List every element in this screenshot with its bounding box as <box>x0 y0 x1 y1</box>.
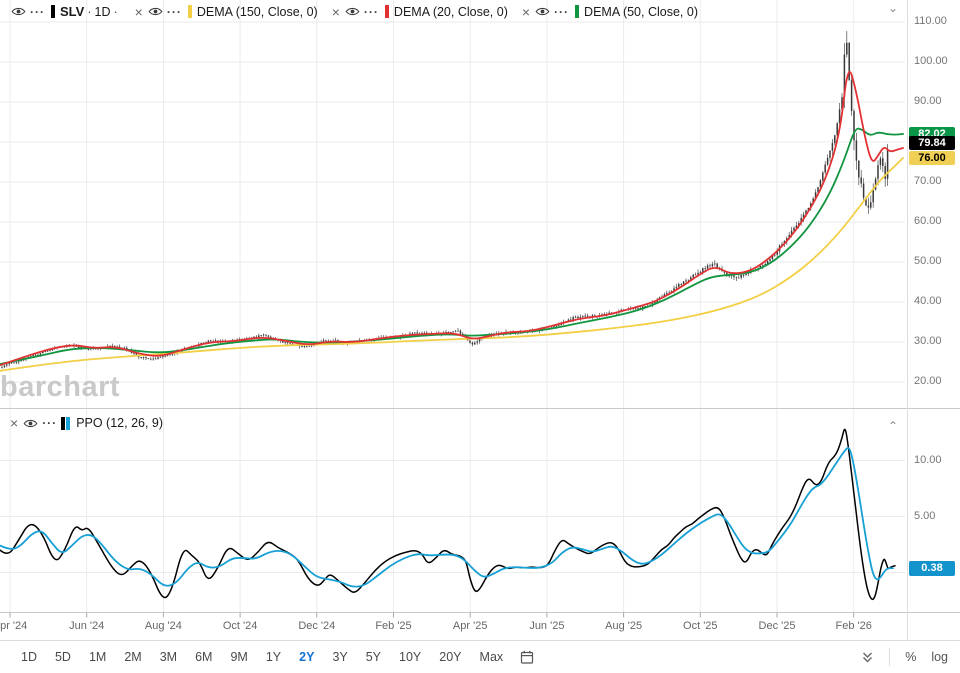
series-color-marker <box>51 5 55 18</box>
ppo-tick-label: 5.00 <box>914 509 936 522</box>
price-tick-label: 90.00 <box>914 95 942 107</box>
time-axis-label: Dec '24 <box>298 620 336 632</box>
pane-collapse-chevron-icon[interactable]: ⌄ <box>887 1 899 15</box>
ppo-legend: × ··· PPO (12, 26, 9) <box>10 416 163 430</box>
time-axis-label: Oct '24 <box>222 620 258 632</box>
time-axis-label: Feb '26 <box>835 620 872 632</box>
calendar-icon[interactable] <box>520 650 534 665</box>
range-button-5d[interactable]: 5D <box>54 650 71 664</box>
more-options-icon[interactable]: ··· <box>166 4 182 19</box>
indicator-label: DEMA (50, Close, 0) <box>584 4 698 19</box>
price-tick-label: 70.00 <box>914 175 942 187</box>
indicator-label: DEMA (20, Close, 0) <box>393 4 508 19</box>
visibility-eye-icon[interactable] <box>11 6 26 17</box>
range-button-10y[interactable]: 10Y <box>399 650 422 664</box>
remove-indicator-icon[interactable]: × <box>10 415 19 431</box>
collapse-panes-icon[interactable] <box>861 651 874 664</box>
range-button-3y[interactable]: 3Y <box>332 650 348 664</box>
barchart-watermark: barchart <box>0 371 121 403</box>
remove-indicator-icon[interactable]: × <box>331 3 340 20</box>
range-button-9m[interactable]: 9M <box>230 650 248 664</box>
price-tick-label: 60.00 <box>914 215 942 227</box>
range-button-2m[interactable]: 2M <box>124 650 142 664</box>
indicator-color-marker <box>66 416 71 430</box>
price-tick-label: 110.00 <box>914 15 947 27</box>
time-axis-label: Jun '24 <box>69 620 105 632</box>
range-button-5y[interactable]: 5Y <box>365 650 382 664</box>
symbol-label: SLV <box>60 4 85 19</box>
price-tick-label: 20.00 <box>914 375 942 387</box>
price-tick-label: 100.00 <box>914 55 948 67</box>
range-button-1d[interactable]: 1D <box>21 650 37 664</box>
range-button-2y[interactable]: 2Y <box>299 650 315 664</box>
dema150-value-badge: 76.00 <box>909 151 955 165</box>
visibility-eye-icon[interactable] <box>148 6 163 17</box>
indicator-color-marker <box>384 5 389 18</box>
price-tick-label: 50.00 <box>914 255 942 267</box>
indicator-color-marker <box>575 5 580 18</box>
time-axis-label: Aug '24 <box>144 620 182 632</box>
pane-expand-chevron-icon[interactable]: ⌃ <box>887 419 899 433</box>
visibility-eye-icon[interactable] <box>345 6 360 17</box>
remove-indicator-icon[interactable]: × <box>521 3 531 20</box>
time-axis-label: Oct '25 <box>683 620 718 632</box>
range-button-max[interactable]: Max <box>479 650 504 664</box>
price-tick-label: 30.00 <box>914 335 942 347</box>
more-options-icon[interactable]: ··· <box>42 416 58 430</box>
range-toolbar: 1D 5D 1M 2M 3M 6M 9M 1Y 2Y 3Y 5Y 10Y 20Y Max <box>0 641 960 673</box>
time-axis-label: Apr '24 <box>0 620 28 632</box>
range-button-1m[interactable]: 1M <box>88 650 107 664</box>
time-axis-label: Dec '25 <box>758 620 796 632</box>
time-axis-label: Aug '25 <box>605 620 643 632</box>
separator-dot: · <box>113 4 118 19</box>
remove-indicator-icon[interactable]: × <box>134 3 143 20</box>
more-options-icon[interactable]: ··· <box>363 4 379 19</box>
ppo-tick-label: 10.00 <box>914 453 942 466</box>
price-tick-label: 40.00 <box>914 295 942 307</box>
visibility-eye-icon[interactable] <box>535 6 550 17</box>
indicator-color-marker <box>187 5 192 18</box>
indicator-label: DEMA (150, Close, 0) <box>196 4 318 19</box>
range-button-1y[interactable]: 1Y <box>265 650 282 664</box>
ppo-value-badge: 0.38 <box>909 560 955 576</box>
toolbar-right-controls: % log <box>861 641 948 673</box>
indicator-label: PPO (12, 26, 9) <box>76 416 164 430</box>
indicator-color-marker <box>61 416 66 430</box>
more-options-icon[interactable]: ··· <box>554 4 570 19</box>
visibility-eye-icon[interactable] <box>23 418 38 429</box>
percent-scale-button[interactable]: % <box>905 650 917 664</box>
range-button-6m[interactable]: 6M <box>195 650 213 664</box>
toolbar-divider <box>889 648 891 666</box>
range-button-20y[interactable]: 20Y <box>439 650 462 664</box>
separator-dot: · <box>87 4 92 19</box>
range-button-3m[interactable]: 3M <box>159 650 178 664</box>
more-options-icon[interactable]: ··· <box>30 4 45 19</box>
time-axis-label: Apr '25 <box>452 620 488 632</box>
last-price-badge: 79.84 <box>909 135 955 150</box>
time-axis-label: Jun '25 <box>529 620 565 632</box>
main-series-legend: ··· SLV · 1D · × ··· DEMA (150, Close, 0) × ··· DE… <box>8 4 698 19</box>
time-axis-label: Feb '25 <box>375 620 412 632</box>
log-scale-button[interactable]: log <box>931 650 948 664</box>
interval-label: 1D <box>94 4 111 19</box>
